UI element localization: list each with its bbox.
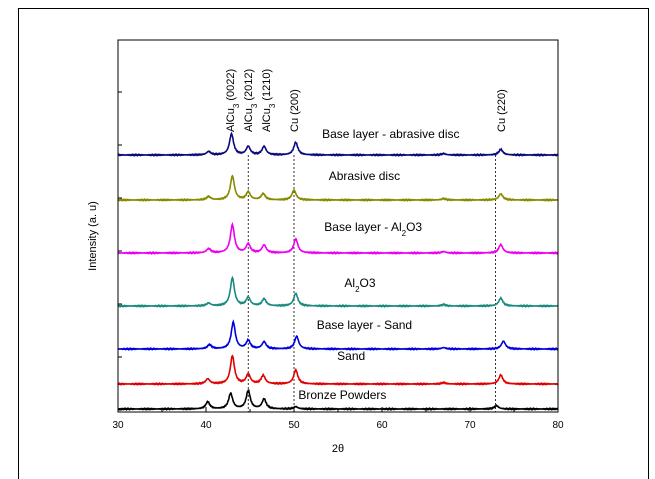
series-line bbox=[117, 389, 559, 412]
series-label: Base layer - Al2O3 bbox=[324, 220, 422, 238]
x-tick-label: 40 bbox=[200, 420, 212, 431]
reference-lines bbox=[247, 155, 496, 412]
peak-label: Cu (220) bbox=[496, 89, 508, 132]
series-label: Base layer - Sand bbox=[317, 318, 412, 332]
figure-frame bbox=[18, 8, 649, 479]
series-label: Bronze Powders bbox=[298, 388, 386, 402]
series-line bbox=[117, 319, 559, 351]
series-line bbox=[117, 221, 559, 256]
series-line bbox=[117, 131, 559, 157]
x-tick-label: 30 bbox=[112, 420, 124, 431]
series-label: Base layer - abrasive disc bbox=[322, 127, 459, 141]
labels-layer: Bronze Powders Sand Base layer - Sand Al2O3… bbox=[225, 69, 508, 402]
series-label: Abrasive disc bbox=[329, 169, 400, 183]
series-label: Sand bbox=[337, 349, 365, 363]
peak-label: Cu (200) bbox=[289, 89, 301, 132]
x-axis-label: 2θ bbox=[332, 443, 344, 455]
peak-label: AlCu3 (1210) bbox=[261, 69, 277, 132]
x-tick-label: 80 bbox=[552, 420, 564, 431]
peak-label: AlCu3 (2012) bbox=[243, 69, 258, 132]
y-axis-label: Intensity (a. u) bbox=[87, 201, 99, 271]
series-layer bbox=[117, 131, 559, 412]
series-label: Al2O3 bbox=[344, 276, 375, 294]
axes: 30 40 50 60 70 80 bbox=[112, 39, 564, 431]
series-line bbox=[117, 354, 559, 387]
series-line bbox=[117, 174, 559, 203]
x-tick-label: 70 bbox=[464, 420, 476, 431]
series-line bbox=[117, 275, 559, 308]
x-tick-label: 60 bbox=[376, 420, 388, 431]
peak-label: AlCu3 (0022) bbox=[225, 69, 241, 132]
x-tick-label: 50 bbox=[288, 420, 300, 431]
